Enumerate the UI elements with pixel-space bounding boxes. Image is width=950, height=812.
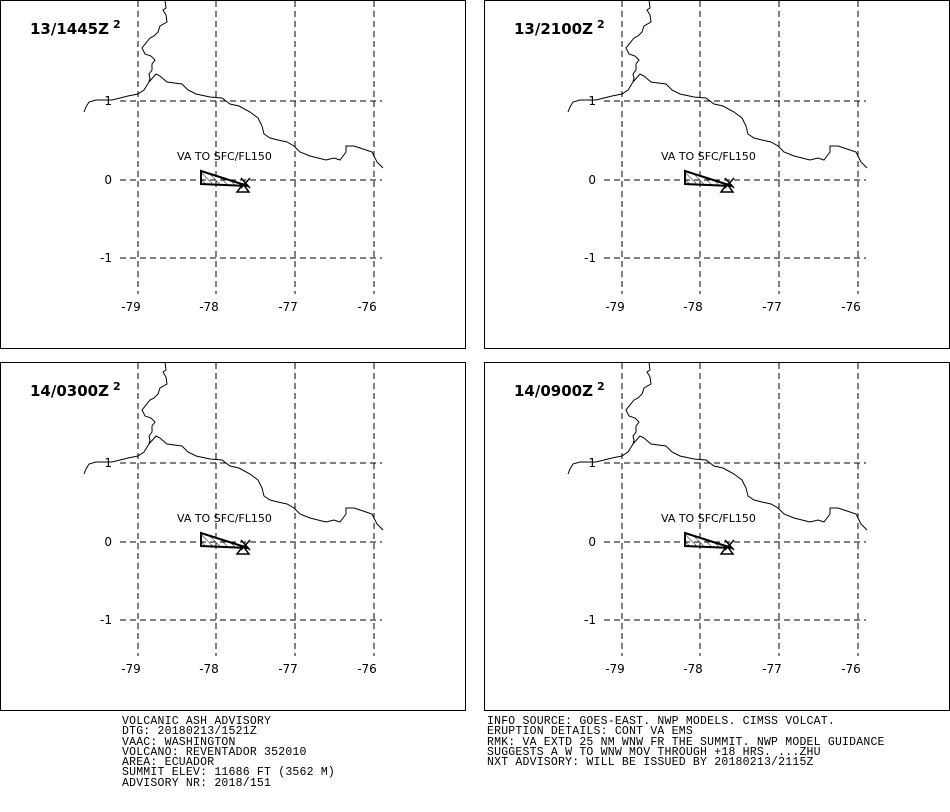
volcano-marker-icon: [724, 177, 735, 189]
lon-tick-label: -78: [683, 300, 703, 314]
panel-time-label: 14/0300Z: [30, 382, 109, 400]
lon-tick-label: -79: [605, 300, 625, 314]
advisory-line: SUMMIT ELEV: 11686 FT (3562 M): [122, 766, 336, 780]
lat-tick-label: 0: [588, 173, 596, 187]
ash-label: VA TO SFC/FL150: [661, 512, 756, 525]
border-line: [83, 443, 150, 475]
ash-area-polygon: [684, 169, 733, 187]
lon-tick-label: -77: [762, 300, 782, 314]
lat-tick-label: 1: [588, 94, 596, 108]
border-line: [567, 81, 634, 113]
lat-tick-label: 0: [588, 535, 596, 549]
panel-superscript: 2: [113, 18, 121, 31]
lon-tick-label: -79: [121, 300, 141, 314]
volcano-triangle-icon: [719, 544, 735, 555]
ash-area-polygon: [684, 531, 733, 549]
lat-tick-label: -1: [584, 251, 596, 265]
border-line: [567, 443, 634, 475]
panel-time-label: 13/1445Z: [30, 20, 109, 38]
ash-label: VA TO SFC/FL150: [661, 150, 756, 163]
advisory-line: NXT ADVISORY: WILL BE ISSUED BY 20180213…: [487, 756, 814, 770]
border-line: [141, 0, 384, 169]
panel-superscript: 2: [597, 18, 605, 31]
panel-time-label: 13/2100Z: [514, 20, 593, 38]
lon-tick-label: -77: [278, 662, 298, 676]
lon-tick-label: -77: [762, 662, 782, 676]
map-panel: VA TO SFC/FL150 14/0300Z 2 1 0 -1 -79 -78 -77 -76: [0, 361, 466, 711]
volcano-marker-icon: [724, 539, 735, 551]
lat-tick-label: 1: [104, 456, 112, 470]
lon-tick-label: -78: [683, 662, 703, 676]
lat-tick-label: 0: [104, 173, 112, 187]
lat-tick-label: -1: [100, 613, 112, 627]
map-panel: VA TO SFC/FL150 13/1445Z 2 1 0 -1 -79 -78 -77 -76: [0, 0, 466, 349]
advisory-line: VOLCANIC ASH ADVISORY: [122, 715, 272, 728]
lat-tick-label: -1: [584, 613, 596, 627]
lon-tick-label: -76: [357, 300, 377, 314]
panel-superscript: 2: [113, 380, 121, 393]
panel-superscript: 2: [597, 380, 605, 393]
border-line: [141, 361, 384, 531]
panel-time-label: 14/0900Z: [514, 382, 593, 400]
border-line: [625, 0, 868, 169]
advisory-line: VOLCANO: REVENTADOR 352010: [122, 745, 307, 759]
ash-area-polygon: [200, 169, 249, 187]
lon-tick-label: -78: [199, 662, 219, 676]
map-panel: VA TO SFC/FL150 14/0900Z 2 1 0 -1 -79 -78 -77 -76: [484, 361, 950, 711]
lon-tick-label: -76: [841, 662, 861, 676]
ash-label: VA TO SFC/FL150: [177, 512, 272, 525]
advisory-line: RMK: VA EXTD 25 NM WNW FR THE SUMMIT. NW…: [487, 735, 885, 749]
advisory-line: DTG: 20180213/1521Z: [122, 725, 257, 739]
lon-tick-label: -76: [357, 662, 377, 676]
lon-tick-label: -76: [841, 300, 861, 314]
advisory-info-right: INFO SOURCE: GOES-EAST. NWP MODELS. CIMS…: [487, 715, 885, 770]
map-panel: VA TO SFC/FL150 13/2100Z 2 1 0 -1 -79 -78 -77 -76: [484, 0, 950, 349]
border-line: [83, 81, 150, 113]
advisory-line: ADVISORY NR: 2018/151: [122, 776, 272, 790]
advisory-line: SUGGESTS A W TO WNW MOV THROUGH +18 HRS.…: [487, 745, 821, 759]
volcano-marker-icon: [240, 177, 251, 189]
panel-frame: [0, 362, 466, 711]
lon-tick-label: -79: [605, 662, 625, 676]
lon-tick-label: -79: [121, 662, 141, 676]
advisory-line: AREA: ECUADOR: [122, 756, 215, 770]
volcano-triangle-icon: [719, 182, 735, 193]
border-line: [625, 361, 868, 531]
panel-frame: [484, 0, 950, 349]
lat-tick-label: -1: [100, 251, 112, 265]
advisory-line: VAAC: WASHINGTON: [122, 735, 236, 749]
advisory-line: INFO SOURCE: GOES-EAST. NWP MODELS. CIMS…: [487, 715, 835, 728]
advisory-line: ERUPTION DETAILS: CONT VA EMS: [487, 725, 693, 739]
advisory-info-left: VOLCANIC ASH ADVISORY DTG: 20180213/1521…: [122, 715, 336, 790]
lat-tick-label: 1: [104, 94, 112, 108]
lat-tick-label: 0: [104, 535, 112, 549]
lon-tick-label: -77: [278, 300, 298, 314]
volcano-triangle-icon: [235, 182, 251, 193]
ash-label: VA TO SFC/FL150: [177, 150, 272, 163]
lon-tick-label: -78: [199, 300, 219, 314]
panel-frame: [0, 0, 466, 349]
panel-frame: [484, 362, 950, 711]
lat-tick-label: 1: [588, 456, 596, 470]
volcano-marker-icon: [240, 539, 251, 551]
ash-area-polygon: [200, 531, 249, 549]
volcano-triangle-icon: [235, 544, 251, 555]
